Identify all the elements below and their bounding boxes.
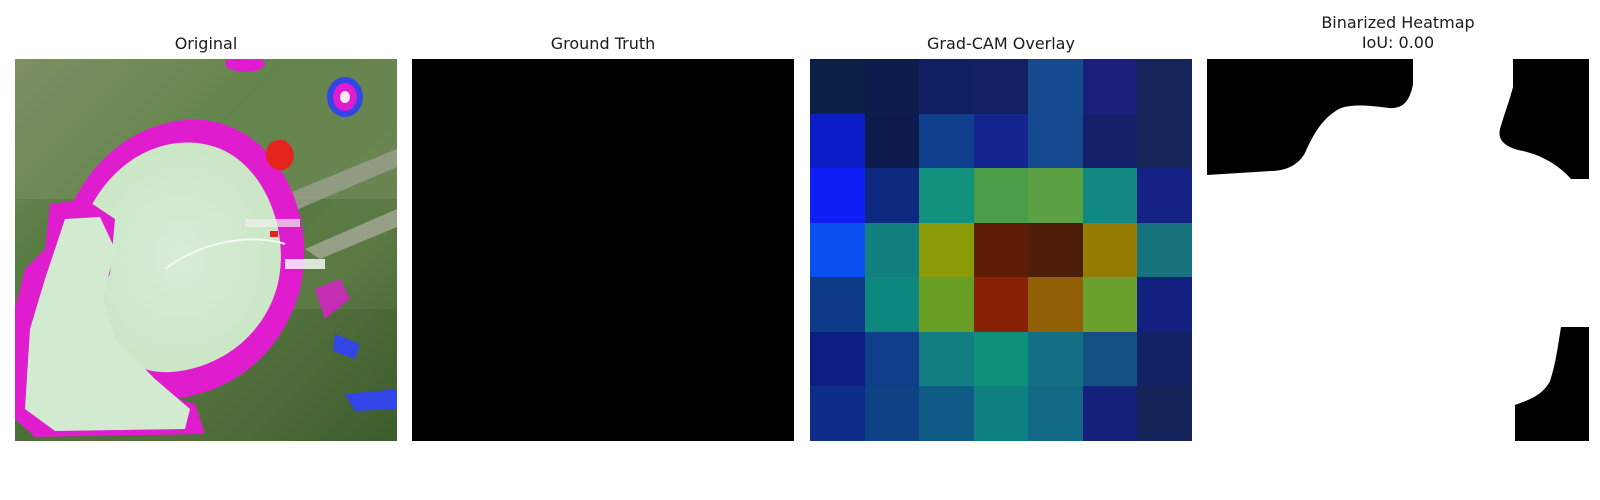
gradcam-cell	[1028, 113, 1083, 169]
gradcam-cell	[973, 222, 1029, 278]
gradcam-cell	[973, 113, 1029, 169]
gradcam-cell	[919, 331, 974, 387]
gradcam-cell	[810, 386, 865, 441]
gradcam-cell	[1082, 59, 1138, 114]
ground-truth-title: Ground Truth	[550, 34, 656, 53]
gradcam-overlay	[810, 59, 1192, 441]
binarized-heatmap	[1207, 59, 1589, 441]
gradcam-cell	[810, 222, 865, 278]
gradcam-cell	[810, 113, 865, 169]
gradcam-cell	[1082, 331, 1138, 387]
gradcam-cell	[1028, 222, 1083, 278]
gradcam-cell	[973, 168, 1029, 223]
gradcam-cell	[1028, 331, 1083, 387]
gradcam-cell	[919, 277, 974, 332]
gradcam-cell	[864, 222, 920, 278]
gradcam-cell	[973, 386, 1029, 441]
gradcam-cell	[1028, 59, 1083, 114]
gradcam-cell	[1137, 222, 1192, 278]
gradcam-cell	[919, 113, 974, 169]
gradcam-cell	[1137, 331, 1192, 387]
gradcam-cell	[810, 277, 865, 332]
gradcam-cell	[1082, 113, 1138, 169]
gradcam-cell	[1137, 113, 1192, 169]
binarized-heatmap-title: Binarized Heatmap IoU: 0.00	[1321, 13, 1475, 52]
gradcam-cell	[919, 168, 974, 223]
gradcam-cell	[864, 168, 920, 223]
gradcam-cell	[1028, 386, 1083, 441]
gradcam-cell	[864, 113, 920, 169]
gradcam-cell	[973, 277, 1029, 332]
gradcam-cell	[864, 277, 920, 332]
gradcam-cell	[1137, 277, 1192, 332]
original-title: Original	[174, 34, 238, 53]
gradcam-cell	[1028, 168, 1083, 223]
gradcam-cell	[1137, 168, 1192, 223]
gradcam-cell	[1137, 386, 1192, 441]
gradcam-cell	[1082, 277, 1138, 332]
gradcam-cell	[864, 386, 920, 441]
gradcam-cell	[810, 59, 865, 114]
ground-truth-mask	[412, 59, 794, 441]
gradcam-cell	[973, 331, 1029, 387]
gradcam-cell	[810, 331, 865, 387]
gradcam-cell	[864, 59, 920, 114]
gradcam-cell	[1082, 386, 1138, 441]
gradcam-grid	[810, 59, 1192, 441]
original-image	[15, 59, 397, 441]
gradcam-cell	[919, 222, 974, 278]
gradcam-cell	[919, 59, 974, 114]
gradcam-cell	[864, 331, 920, 387]
gradcam-cell	[919, 386, 974, 441]
gradcam-cell	[1137, 59, 1192, 114]
gradcam-cell	[973, 59, 1029, 114]
gradcam-cell	[1028, 277, 1083, 332]
gradcam-cell	[1082, 168, 1138, 223]
gradcam-overlay-title: Grad-CAM Overlay	[927, 34, 1075, 53]
gradcam-cell	[810, 168, 865, 223]
gradcam-cell	[1082, 222, 1138, 278]
